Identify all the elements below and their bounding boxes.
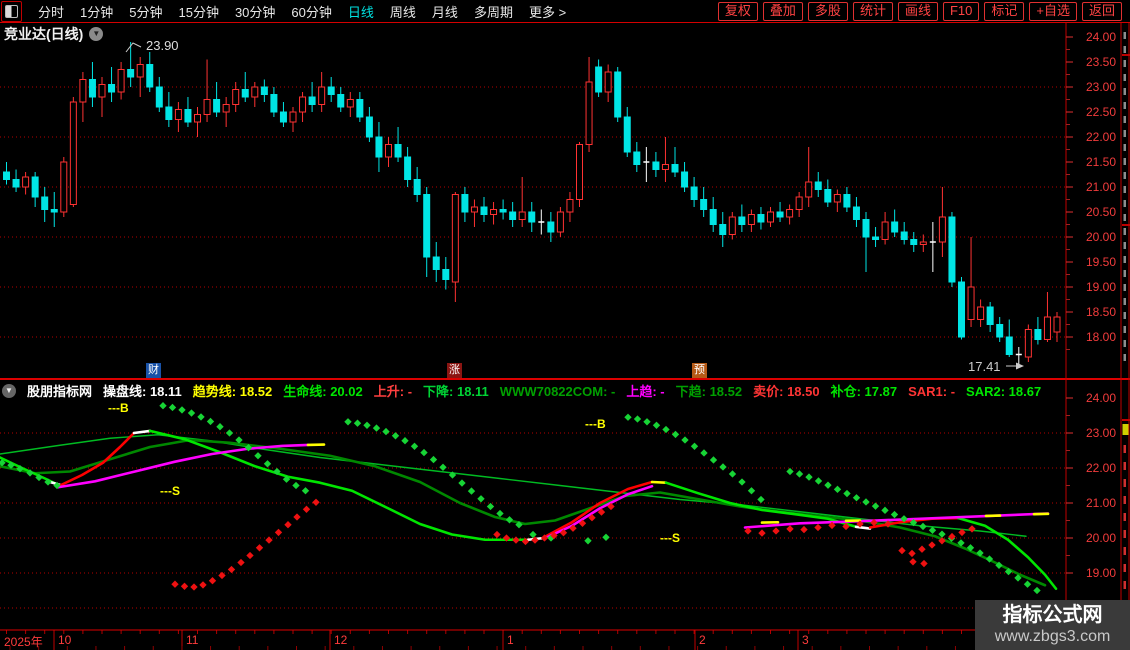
menu-item-分时[interactable]: 分时 xyxy=(38,4,65,20)
main-axis-label: 22.00 xyxy=(1085,130,1116,144)
chevron-down-icon[interactable]: ▼ xyxy=(89,27,104,41)
menu-item-月线[interactable]: 月线 xyxy=(431,4,458,20)
indicator-field-补仓: 补仓: 17.87 xyxy=(830,383,898,399)
page-title: 竞业达(日线) xyxy=(4,26,84,42)
main-axis-label: 21.00 xyxy=(1085,180,1116,194)
month-label-12: 12 xyxy=(334,633,348,647)
toolbar-button-标记[interactable]: 标记 xyxy=(984,1,1025,21)
main-axis-label: 18.00 xyxy=(1085,330,1116,344)
main-axis-label: 24.00 xyxy=(1085,30,1116,44)
indicator-field-上趋: 上趋: - xyxy=(626,383,665,399)
watermark-title: 指标公式网 xyxy=(1002,604,1103,626)
toolbar-buttons: 复权 叠加 多股 统计 画线 F10 标记 +自选 返回 xyxy=(717,1,1130,21)
month-label-11: 11 xyxy=(186,633,199,647)
indicator-field-SAR2: SAR2: 18.67 xyxy=(966,383,1042,399)
main-axis-label: 18.50 xyxy=(1085,305,1116,319)
svg-text:23.90: 23.90 xyxy=(146,38,179,53)
period-menu: 分时 1分钟 5分钟 15分钟 30分钟 60分钟 日线 周线 月线 多周期 更多 > xyxy=(30,2,574,21)
toolbar-button-叠加[interactable]: 叠加 xyxy=(762,1,803,21)
menu-item-多周期[interactable]: 多周期 xyxy=(473,4,513,20)
main-axis-label: 22.50 xyxy=(1085,105,1116,119)
indicator-field-卖价: 卖价: 18.50 xyxy=(753,383,820,399)
event-badge-预[interactable]: 预 xyxy=(692,363,707,378)
month-label-10: 10 xyxy=(58,633,72,647)
indicator-field-上升: 上升: - xyxy=(373,383,413,399)
menu-item-周线[interactable]: 周线 xyxy=(389,4,416,20)
svg-text:---S: ---S xyxy=(160,484,180,498)
sub-axis-label: 23.00 xyxy=(1085,426,1116,440)
indicator-field-WWW70822COM: WWW70822COM: - xyxy=(499,383,616,399)
sub-axis-label: 22.00 xyxy=(1085,461,1116,475)
event-badge-财[interactable]: 财 xyxy=(146,363,161,378)
month-label-2: 2 xyxy=(699,633,706,647)
main-axis-label: 19.50 xyxy=(1085,255,1116,269)
main-axis-label: 19.00 xyxy=(1085,280,1116,294)
indicator-source-label: 股朋指标网 xyxy=(27,384,93,399)
month-label-3: 3 xyxy=(802,633,809,647)
menu-item-30分钟[interactable]: 30分钟 xyxy=(234,4,276,20)
indicator-field-趋势线: 趋势线: 18.52 xyxy=(192,383,273,399)
toolbar-button-统计[interactable]: 统计 xyxy=(852,1,893,21)
menu-item-5分钟[interactable]: 5分钟 xyxy=(129,4,163,20)
toolbar-button-画线[interactable]: 画线 xyxy=(897,1,938,21)
menu-item-15分钟[interactable]: 15分钟 xyxy=(178,4,219,20)
sub-axis-label: 24.00 xyxy=(1085,391,1116,405)
split-view-icon xyxy=(5,4,18,18)
indicator-status-bar: ▼ 股朋指标网 操盘线: 18.11 趋势线: 18.52 生命线: 20.02 上升… xyxy=(2,382,1052,399)
toolbar-button-多股[interactable]: 多股 xyxy=(807,1,848,21)
svg-text:---S: ---S xyxy=(660,531,680,545)
indicator-field-下趋: 下趋: 18.52 xyxy=(675,383,743,399)
sub-axis-label: 21.00 xyxy=(1085,496,1116,510)
period-toolbar: 分时 1分钟 5分钟 15分钟 30分钟 60分钟 日线 周线 月线 多周期 更多 > 复权 叠加 多股… xyxy=(0,0,1130,23)
month-label-2025年: 2025年 xyxy=(4,635,43,649)
svg-text:---B: ---B xyxy=(585,417,606,431)
main-axis-label: 20.00 xyxy=(1085,230,1116,244)
indicator-field-生命线: 生命线: 20.02 xyxy=(283,383,363,399)
sub-axis-label: 20.00 xyxy=(1085,531,1116,545)
toolbar-button-F10[interactable]: F10 xyxy=(942,1,980,21)
indicator-fields: 操盘线: 18.11 趋势线: 18.52 生命线: 20.02 上升: - 下降: 1… xyxy=(103,381,1052,401)
svg-text:17.41: 17.41 xyxy=(968,359,1001,374)
month-label-1: 1 xyxy=(507,633,514,647)
main-axis-label: 21.50 xyxy=(1085,155,1116,169)
watermark-url: www.zbgs3.com xyxy=(994,628,1111,645)
toolbar-button-复权[interactable]: 复权 xyxy=(717,1,758,21)
svg-text:---B: ---B xyxy=(108,401,129,415)
main-axis-label: 20.50 xyxy=(1085,205,1116,219)
menu-item-日线[interactable]: 日线 xyxy=(347,4,374,20)
indicator-field-下降: 下降: 18.11 xyxy=(423,383,489,399)
watermark: 指标公式网 www.zbgs3.com xyxy=(975,600,1130,650)
menu-item-更多 >[interactable]: 更多 > xyxy=(528,4,567,20)
main-axis-label: 23.50 xyxy=(1085,55,1116,69)
window-layout-icon[interactable] xyxy=(1,0,22,22)
toolbar-button-返回[interactable]: 返回 xyxy=(1081,1,1122,21)
indicator-field-操盘线: 操盘线: 18.11 xyxy=(103,383,182,399)
event-badge-涨[interactable]: 涨 xyxy=(447,363,462,378)
toolbar-button-+自选[interactable]: +自选 xyxy=(1029,1,1077,21)
menu-item-60分钟[interactable]: 60分钟 xyxy=(291,4,332,20)
menu-item-1分钟[interactable]: 1分钟 xyxy=(80,4,114,20)
indicator-field-SAR1: SAR1: - xyxy=(908,383,956,399)
collapse-chevron-icon[interactable]: ▼ xyxy=(2,383,16,398)
main-axis-label: 23.00 xyxy=(1085,80,1116,94)
symbol-title-row: 竞业达(日线) ▼ xyxy=(4,24,104,44)
sub-axis-label: 19.00 xyxy=(1085,566,1116,580)
